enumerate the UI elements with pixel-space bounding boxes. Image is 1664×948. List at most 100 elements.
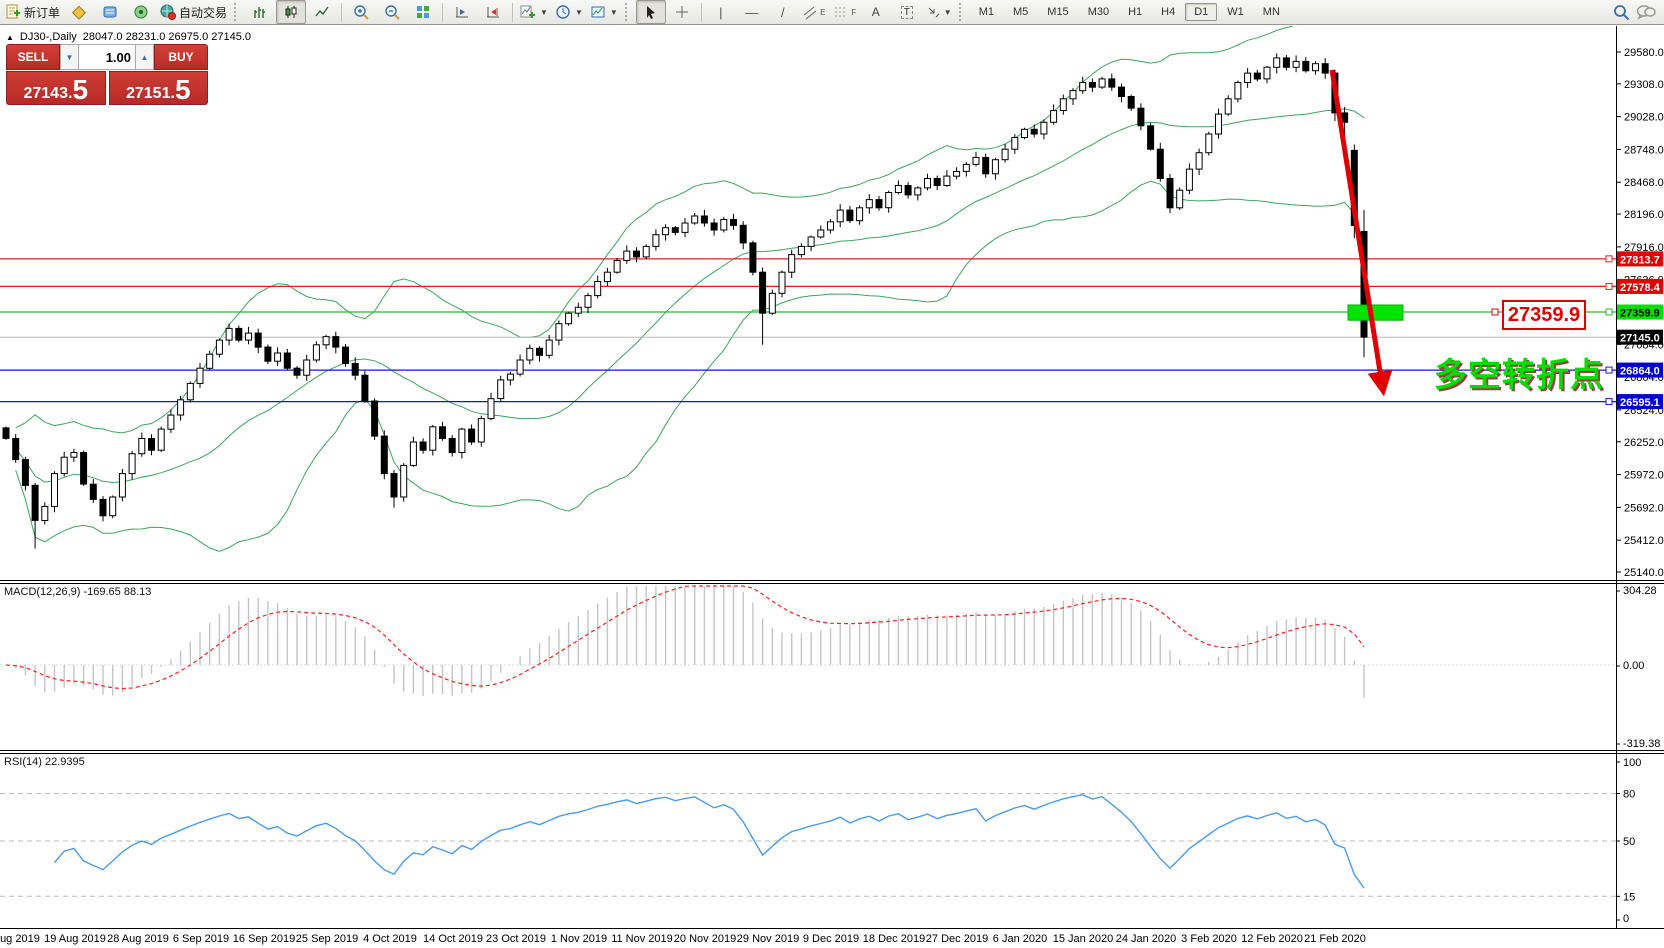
bull-candle <box>991 159 999 175</box>
fibonacci-tool-button[interactable]: F <box>830 0 860 24</box>
date-label: 6 Jan 2020 <box>992 933 1048 945</box>
auto-scroll-button[interactable] <box>447 0 477 24</box>
bull-candle <box>41 505 49 521</box>
zoom-in-button[interactable] <box>346 0 376 24</box>
bull-candle <box>1040 121 1048 135</box>
date-label: 4 Oct 2019 <box>363 933 417 945</box>
shapes-tool-button[interactable]: ▼ <box>923 0 955 24</box>
bar-chart-mode-button[interactable] <box>245 0 275 24</box>
chart-shift-button[interactable] <box>478 0 508 24</box>
one-click-trading-panel: SELL ▼ ▲ BUY 27143.5 27151.5 <box>6 44 208 105</box>
vline-tool-button[interactable]: | <box>706 0 736 24</box>
indicators-button[interactable]: ▼ <box>517 0 551 24</box>
bear-candle <box>99 498 107 517</box>
new-order-icon <box>6 4 20 19</box>
search-icon[interactable] <box>1613 4 1630 21</box>
tf-button-M15[interactable]: M15 <box>1047 6 1069 18</box>
auto-trading-button[interactable]: 自动交易 <box>157 0 230 24</box>
bar-chart-icon <box>254 7 266 18</box>
alert-button[interactable] <box>64 0 94 24</box>
panel-separator[interactable] <box>0 750 1664 754</box>
trendline-tool-button[interactable]: / <box>768 0 798 24</box>
sell-button[interactable]: SELL <box>6 44 60 70</box>
tf-button-D1[interactable]: D1 <box>1185 3 1218 21</box>
tf-button-H4[interactable]: H4 <box>1161 6 1176 18</box>
channel-tool-button[interactable]: E <box>799 0 829 24</box>
bear-candle <box>2 427 10 439</box>
buy-button[interactable]: BUY <box>154 44 208 70</box>
zoom-out-button[interactable] <box>377 0 407 24</box>
volume-input[interactable] <box>79 44 135 70</box>
bull-candle <box>497 379 505 400</box>
buy-price-button[interactable]: 27151. 5 <box>108 71 208 105</box>
toolbar-grip <box>624 3 632 21</box>
signals-button[interactable] <box>126 0 156 24</box>
tf-button-W1[interactable]: W1 <box>1227 6 1244 18</box>
bear-candle <box>749 242 757 273</box>
date-label: 3 Feb 2020 <box>1181 933 1237 945</box>
cursor-tool-button[interactable] <box>635 0 666 24</box>
crash-arrow[interactable] <box>1329 69 1393 397</box>
sell-price-button[interactable]: 27143. 5 <box>6 71 106 105</box>
macd-panel[interactable]: 304.28 0.00 -319.38 <box>0 584 1664 750</box>
date-label: 25 Sep 2019 <box>295 933 359 945</box>
price-tick-label: 29308.0 <box>1624 79 1664 91</box>
volume-up-stepper[interactable]: ▲ <box>135 44 154 70</box>
bull-candle <box>1098 78 1106 88</box>
equidistant-channel-icon <box>803 6 817 19</box>
bull-candle <box>565 312 573 325</box>
rsi-tick-label: 80 <box>1623 789 1635 801</box>
candlestick-mode-button[interactable] <box>276 0 307 24</box>
bear-candle <box>332 336 340 348</box>
price-badge-label: 27813.7 <box>1620 254 1660 266</box>
panel-separator[interactable] <box>0 580 1664 584</box>
price-callout-label[interactable]: 27359.9 <box>1502 300 1586 330</box>
tf-button-M30[interactable]: M30 <box>1087 6 1110 18</box>
arrows-shapes-icon <box>928 7 940 18</box>
bull-candle <box>196 367 204 384</box>
tf-button-H1[interactable]: H1 <box>1128 6 1143 18</box>
bull-candle <box>118 473 126 498</box>
ray-anchor-marker <box>1605 255 1613 263</box>
highlight-zone-box[interactable] <box>1347 304 1404 321</box>
periods-button[interactable]: ▼ <box>552 0 586 24</box>
line-chart-mode-button[interactable] <box>307 0 337 24</box>
bull-candle <box>856 207 864 222</box>
tf-button-MN[interactable]: MN <box>1262 6 1280 18</box>
bull-candle <box>128 453 136 475</box>
templates-button[interactable]: ▼ <box>587 0 621 24</box>
date-label: 12 Feb 2020 <box>1241 933 1303 945</box>
bull-candle <box>1312 63 1319 72</box>
label-tool-button[interactable]: T <box>892 0 922 24</box>
bull-candle <box>720 219 728 231</box>
tile-windows-button[interactable] <box>408 0 438 24</box>
bear-candle <box>254 332 262 348</box>
rsi-tick-label: 15 <box>1623 891 1635 903</box>
price-tick-label: 25692.0 <box>1624 502 1664 514</box>
new-order-button[interactable]: 新订单 <box>2 0 63 24</box>
candlestick-chart-icon <box>285 6 297 18</box>
crosshair-tool-button[interactable] <box>667 0 697 24</box>
tf-button-M1[interactable]: M1 <box>978 6 994 18</box>
text-tool-button[interactable]: A <box>861 0 891 24</box>
bull-candle <box>1059 98 1067 112</box>
tf-button-M5[interactable]: M5 <box>1013 6 1029 18</box>
collapse-triangle-icon[interactable]: ▲ <box>6 32 14 42</box>
price-badge-label: 27145.0 <box>1620 333 1660 345</box>
bull-candle <box>817 229 825 238</box>
chat-icon[interactable] <box>1636 4 1656 20</box>
bear-candle <box>933 178 941 186</box>
bear-candle <box>1253 72 1261 80</box>
hline-tool-button[interactable]: — <box>737 0 767 24</box>
auto-trading-label: 自动交易 <box>179 5 228 20</box>
market-watch-button[interactable] <box>95 0 125 24</box>
bollinger-band-line <box>15 180 1365 552</box>
turning-point-annotation[interactable]: 多空转折点 <box>1434 356 1604 393</box>
sell-options-dropdown[interactable]: ▼ <box>60 44 79 70</box>
main-price-chart[interactable]: 29580.0 29308.0 29028.0 28748.0 28468.0 28196… <box>0 26 1664 580</box>
bull-candle <box>555 323 563 341</box>
rsi-panel[interactable]: 100 80 50 15 0 <box>0 754 1664 928</box>
bear-candle <box>1321 63 1329 74</box>
vertical-line-icon: | <box>719 4 723 20</box>
